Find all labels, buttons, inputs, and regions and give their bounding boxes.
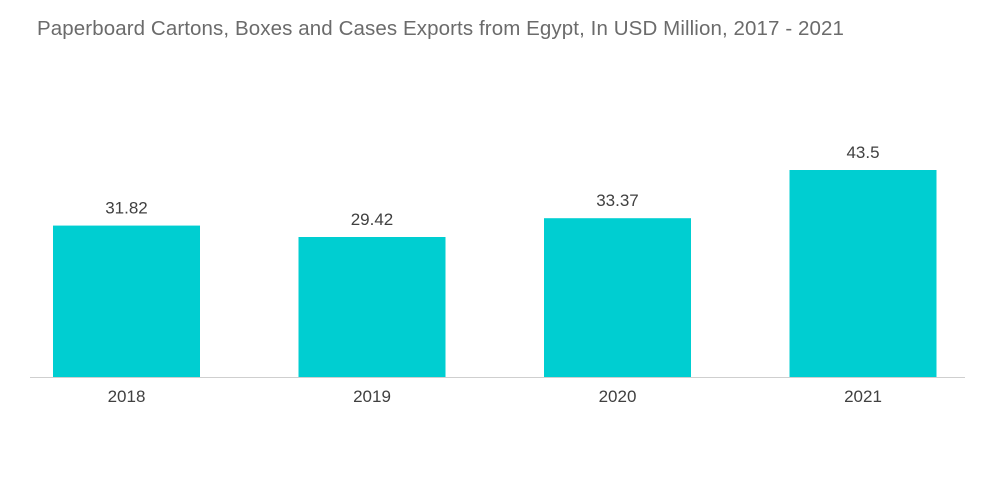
bars-group: 31.82 29.42 33.37 43.5 <box>53 143 937 377</box>
bar-2020 <box>544 218 691 377</box>
value-label-2021: 43.5 <box>846 143 879 162</box>
bar-2018 <box>53 225 200 377</box>
value-label-2019: 29.42 <box>351 210 394 229</box>
value-label-2020: 33.37 <box>596 191 639 210</box>
x-tick-label-2018: 2018 <box>108 387 146 406</box>
x-tick-labels: 2018 2019 2020 2021 <box>108 387 882 406</box>
bar-2021 <box>789 170 937 377</box>
chart-title: Paperboard Cartons, Boxes and Cases Expo… <box>37 17 845 40</box>
bar-2019 <box>298 237 446 377</box>
x-tick-label-2021: 2021 <box>844 387 882 406</box>
value-label-2018: 31.82 <box>105 199 148 218</box>
x-tick-label-2020: 2020 <box>599 387 637 406</box>
x-tick-label-2019: 2019 <box>353 387 391 406</box>
